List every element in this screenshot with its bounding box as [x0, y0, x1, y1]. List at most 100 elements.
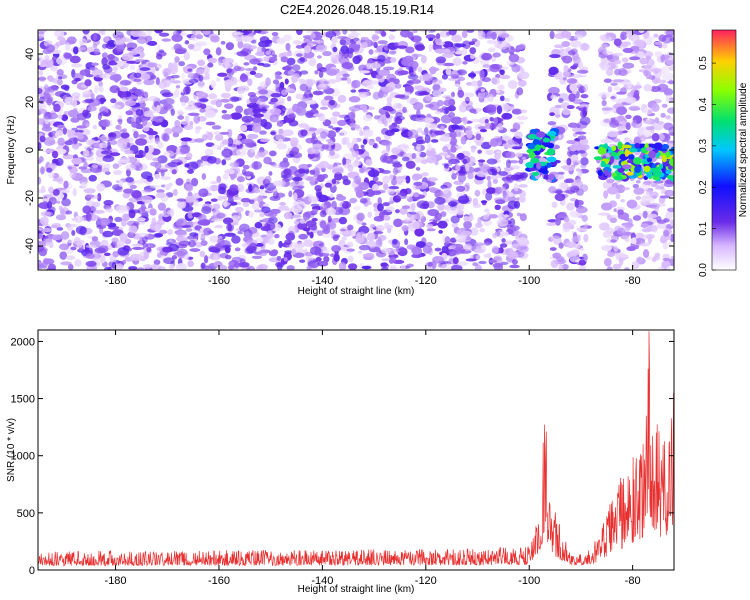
heatmap-cell [487, 104, 493, 111]
heatmap-cell [247, 102, 259, 109]
heatmap-cell [296, 30, 303, 36]
heatmap-cell [503, 193, 510, 203]
heatmap-cell [381, 140, 393, 147]
heatmap-cell [57, 35, 65, 41]
heatmap-cell [124, 149, 134, 155]
heatmap-cell [101, 119, 111, 128]
heatmap-chart: -180 -160 -140 -120 -100 -80 -40 -20 0 20 40 Heig… [6, 29, 749, 297]
heatmap-cell [176, 230, 188, 237]
heatmap-cell [59, 251, 68, 260]
heatmap-cell [157, 141, 164, 149]
heatmap-cell [366, 232, 376, 242]
heatmap-cell [282, 129, 294, 137]
heatmap-cell [314, 130, 320, 136]
heatmap-cell [438, 152, 449, 156]
heatmap-cell [474, 222, 483, 229]
colorbar [711, 29, 737, 271]
heatmap-cell [359, 197, 368, 204]
heatmap-cell [87, 105, 97, 112]
heatmap-cell [221, 114, 233, 120]
heatmap-cell [578, 60, 584, 70]
heatmap-cell [469, 54, 476, 60]
heatmap-cell [236, 86, 245, 95]
heatmap-cell [662, 257, 671, 262]
x-tick-label: -120 [415, 275, 437, 287]
heatmap-cell [603, 118, 611, 123]
heatmap-cell [137, 134, 147, 139]
heatmap-cell [567, 50, 576, 56]
heatmap-cell [442, 62, 455, 67]
heatmap-cell [518, 158, 524, 165]
heatmap-cell [58, 205, 63, 211]
heatmap-cell [307, 127, 318, 132]
heatmap-cell [519, 195, 526, 203]
heatmap-cell [488, 259, 498, 263]
heatmap-cell [102, 64, 111, 70]
heatmap-cell [450, 264, 463, 270]
heatmap-cell [387, 228, 392, 234]
heatmap-cell [377, 40, 388, 45]
heatmap-cell [157, 266, 166, 270]
heatmap-cell [126, 96, 138, 100]
heatmap-cell [448, 159, 460, 165]
heatmap-cell [469, 47, 477, 55]
heatmap-cell [311, 208, 319, 213]
heatmap-cell [434, 48, 446, 53]
heatmap-cell [299, 70, 309, 75]
heatmap-cell [415, 241, 426, 249]
heatmap-cell [494, 204, 501, 211]
heatmap-cell [651, 103, 660, 112]
heatmap-cell [39, 63, 48, 68]
heatmap-cell [39, 135, 46, 143]
heatmap-cell [184, 40, 190, 45]
heatmap-cell [550, 259, 559, 269]
heatmap-cell [570, 197, 577, 202]
heatmap-cells [38, 30, 674, 270]
heatmap-cell [479, 69, 485, 79]
heatmap-cell [292, 40, 302, 45]
heatmap-cell [187, 100, 196, 107]
heatmap-cell [46, 97, 53, 106]
heatmap-cell [365, 188, 376, 197]
heatmap-cell [377, 54, 386, 63]
heatmap-cell [156, 189, 165, 194]
heatmap-cell [213, 131, 222, 135]
heatmap-cell [432, 89, 442, 98]
heatmap-cell [131, 246, 144, 250]
heatmap-cell [91, 68, 103, 78]
heatmap-cell [51, 150, 59, 159]
heatmap-cell [121, 259, 127, 265]
heatmap-cell [184, 115, 190, 123]
heatmap-cell [465, 126, 472, 131]
heatmap-cell [637, 127, 645, 132]
heatmap-cell [322, 227, 331, 235]
heatmap-cell [221, 139, 229, 145]
heatmap-feature-cell [600, 160, 606, 168]
heatmap-cell [467, 172, 474, 180]
heatmap-cell [624, 237, 630, 243]
heatmap-cell [622, 187, 630, 191]
heatmap-cell [203, 227, 212, 236]
heatmap-cell [85, 244, 97, 249]
heatmap-cell [73, 132, 83, 137]
heatmap-cell [343, 51, 349, 59]
heatmap-cell [598, 222, 610, 231]
heatmap-cell [119, 80, 132, 86]
heatmap-cell [633, 90, 640, 99]
heatmap-cell [79, 69, 91, 76]
heatmap-cell [670, 256, 674, 260]
heatmap-cell [97, 164, 103, 170]
heatmap-cell [55, 41, 63, 47]
heatmap-cell [486, 158, 498, 165]
heatmap-cell [335, 195, 347, 201]
heatmap-cell [518, 184, 528, 188]
heatmap-cell [260, 97, 267, 102]
heatmap-cell [401, 58, 413, 67]
heatmap-cell [489, 123, 497, 130]
heatmap-cell [38, 159, 42, 164]
heatmap-cell [204, 109, 216, 119]
heatmap-cell [569, 250, 580, 256]
heatmap-cell [318, 252, 324, 257]
heatmap-cell [46, 167, 53, 173]
heatmap-cell [554, 174, 565, 180]
